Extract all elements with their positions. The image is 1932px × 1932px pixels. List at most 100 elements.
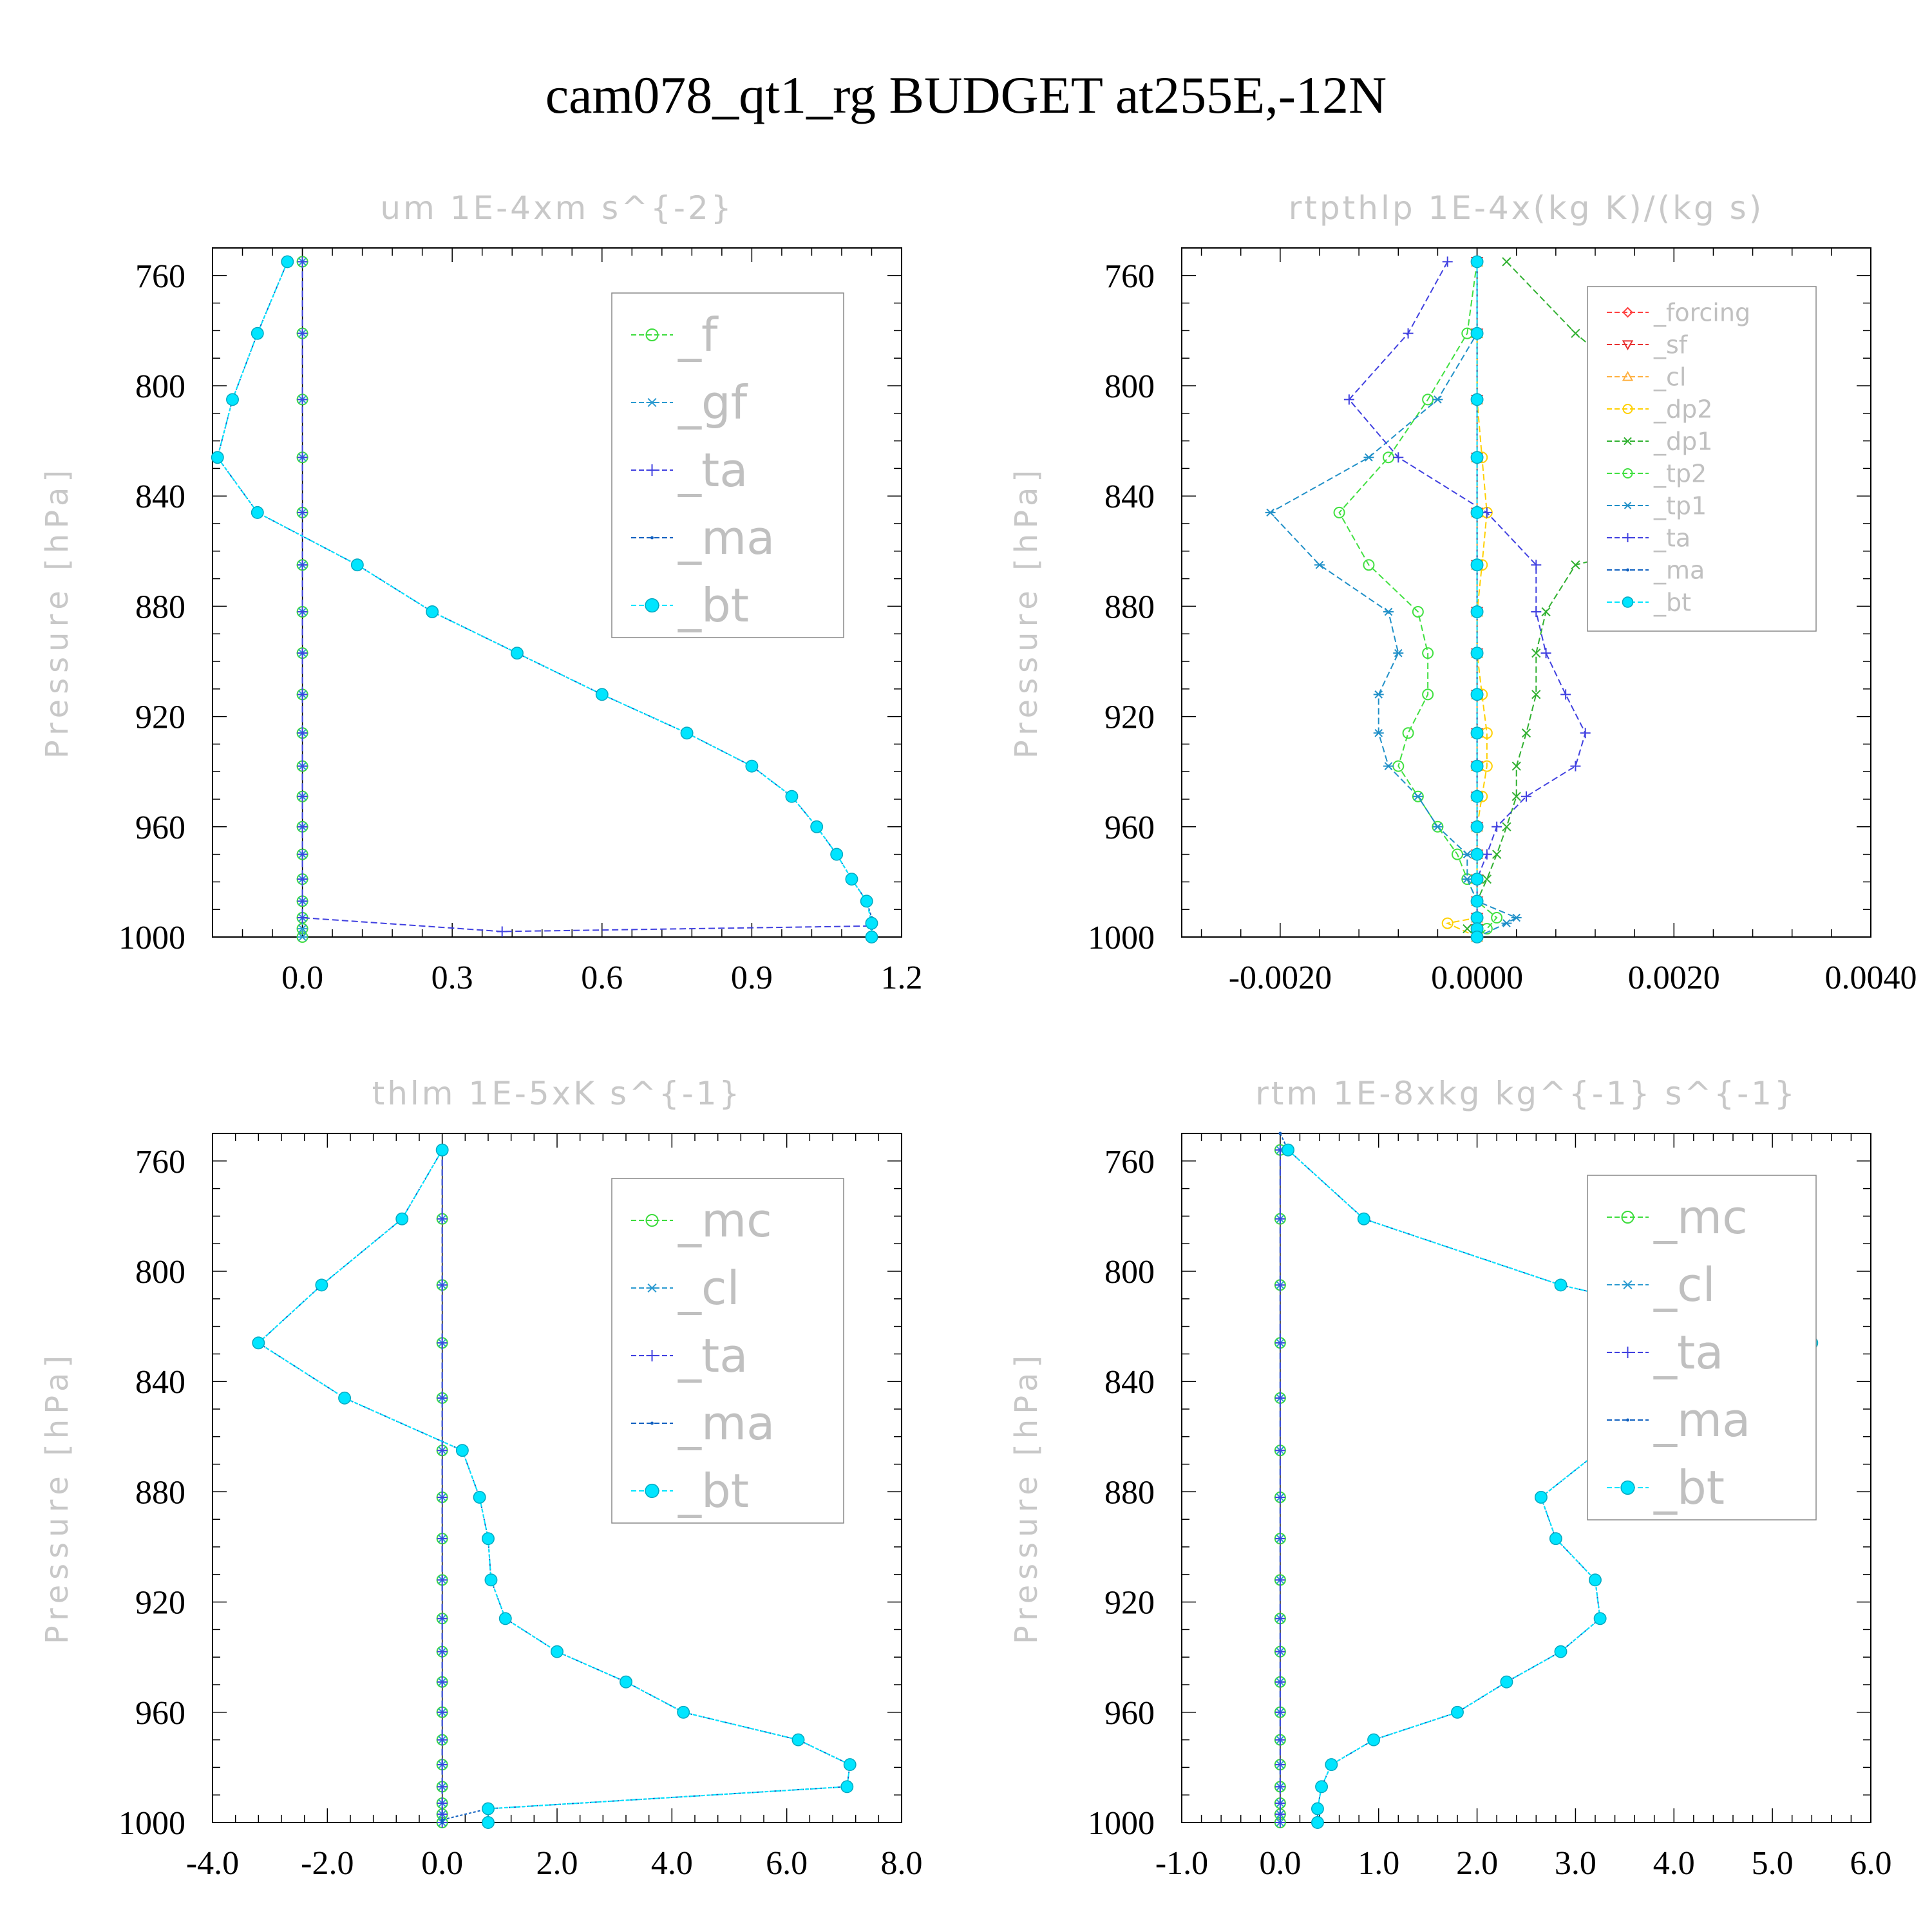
data-point xyxy=(791,1733,805,1747)
data-point xyxy=(437,1676,448,1687)
data-point xyxy=(251,327,264,340)
data-point xyxy=(1593,1612,1607,1625)
data-point xyxy=(677,1705,690,1719)
x-tick-label: -0.0020 xyxy=(1229,960,1332,996)
legend-box xyxy=(611,292,844,638)
x-tick-label: 6.0 xyxy=(766,1845,808,1882)
panel-title: thlm 1E-5xK s^{-1} xyxy=(372,1075,743,1112)
legend-marker xyxy=(1622,340,1634,351)
x-tick-label: 0.0 xyxy=(421,1845,463,1882)
data-point xyxy=(1383,607,1394,616)
data-point xyxy=(1412,792,1423,801)
data-point xyxy=(1274,1338,1285,1349)
data-point xyxy=(1311,1802,1324,1815)
data-point xyxy=(1274,1798,1285,1809)
data-point xyxy=(1274,1533,1285,1544)
data-point xyxy=(1554,1645,1567,1658)
x-tick-label: -4.0 xyxy=(186,1845,239,1882)
data-point xyxy=(315,1278,328,1292)
data-point xyxy=(395,1212,409,1226)
data-point xyxy=(1470,255,1484,269)
y-tick-label: 960 xyxy=(135,1695,185,1732)
legend-label: _ma xyxy=(1653,1393,1750,1447)
data-point xyxy=(1571,328,1580,338)
data-point xyxy=(1274,1392,1285,1403)
data-point xyxy=(437,1492,448,1502)
data-point xyxy=(437,1392,448,1403)
data-point xyxy=(1274,1817,1285,1828)
data-point xyxy=(1534,1491,1548,1504)
y-tick-label: 1000 xyxy=(118,1805,185,1842)
data-point xyxy=(482,1802,495,1815)
x-tick-label: 0.0020 xyxy=(1628,960,1720,996)
legend-marker xyxy=(650,536,654,540)
data-point xyxy=(1274,1676,1285,1687)
data-point xyxy=(1422,647,1434,659)
y-axis-label: Pressure [hPa] xyxy=(39,465,75,759)
data-point xyxy=(1531,649,1541,658)
data-point xyxy=(1589,1573,1602,1587)
data-point xyxy=(1432,395,1443,404)
data-point xyxy=(437,1646,448,1657)
series-ta xyxy=(1343,256,1591,942)
data-point xyxy=(437,1734,448,1745)
data-point xyxy=(1470,911,1484,924)
legend-marker xyxy=(1622,596,1634,608)
y-tick-label: 1000 xyxy=(1088,1805,1155,1842)
data-point xyxy=(1501,919,1512,927)
y-tick-label: 760 xyxy=(135,258,185,295)
legend-marker xyxy=(1622,307,1633,318)
data-point xyxy=(437,1338,448,1349)
y-tick-label: 760 xyxy=(135,1144,185,1180)
legend-marker xyxy=(1620,1480,1635,1495)
data-point xyxy=(1470,931,1484,943)
legend-label: _gf xyxy=(677,375,748,430)
data-point xyxy=(1521,728,1531,738)
legend-marker xyxy=(645,1483,659,1499)
x-tick-label: 4.0 xyxy=(1653,1845,1695,1882)
data-point xyxy=(1570,761,1581,772)
data-point xyxy=(865,916,878,930)
panel-3: thlm 1E-5xK s^{-1} Pressure [hPa] -4.0 -2.0… xyxy=(39,1075,923,1882)
series-tp1 xyxy=(1265,258,1522,942)
data-point xyxy=(297,648,308,659)
data-point xyxy=(1470,790,1484,803)
data-point xyxy=(860,895,873,908)
panels-group: um 1E-4xm s^{-2} Pressure [hPa] 0.0 0.3 0.6 0… xyxy=(39,189,1917,1882)
data-point xyxy=(1502,822,1511,831)
data-point xyxy=(484,1573,498,1587)
data-point xyxy=(1274,1445,1285,1456)
legend-marker xyxy=(1626,568,1629,572)
data-point xyxy=(437,1798,448,1809)
y-tick-label: 800 xyxy=(1104,368,1155,405)
data-point xyxy=(1531,690,1541,699)
data-point xyxy=(1422,688,1434,701)
series-bt xyxy=(211,255,878,943)
y-tick-label: 960 xyxy=(1104,1695,1155,1732)
data-point xyxy=(498,1612,512,1625)
data-point xyxy=(1470,647,1484,660)
series-line xyxy=(216,261,873,937)
y-tick-label: 960 xyxy=(1104,810,1155,846)
legend-marker xyxy=(1624,437,1632,446)
y-tick-label: 1000 xyxy=(1088,920,1155,956)
panel-1: um 1E-4xm s^{-2} Pressure [hPa] 0.0 0.3 0.6 0… xyxy=(39,189,923,996)
y-axis-label: Pressure [hPa] xyxy=(1009,465,1045,759)
data-point xyxy=(437,1280,448,1291)
data-point xyxy=(1432,822,1443,831)
legend-marker xyxy=(1622,370,1634,381)
data-point xyxy=(1274,1646,1285,1657)
legend-label: _ta xyxy=(1653,524,1690,552)
data-point xyxy=(437,1613,448,1624)
data-point xyxy=(1531,606,1542,617)
data-point xyxy=(297,791,308,802)
y-tick-label: 800 xyxy=(1104,1254,1155,1291)
legend-label: _ta xyxy=(677,443,748,497)
legend-label: _mc xyxy=(677,1193,772,1247)
plot-frame xyxy=(1181,1133,1871,1823)
data-point xyxy=(440,1821,444,1824)
data-point xyxy=(1363,453,1374,462)
legend-marker xyxy=(645,1214,659,1227)
data-point xyxy=(297,849,308,860)
